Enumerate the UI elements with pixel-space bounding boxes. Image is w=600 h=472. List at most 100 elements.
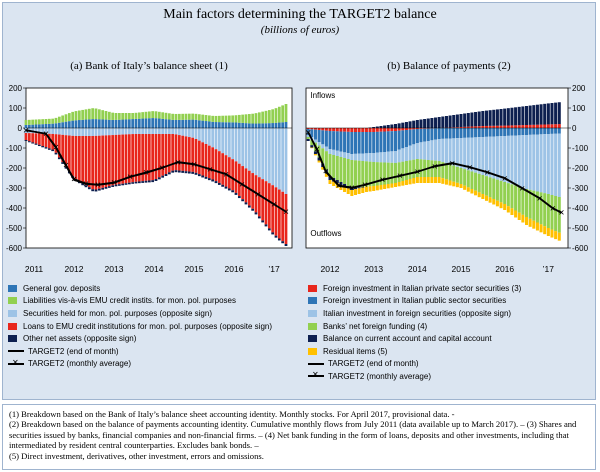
- bar-segment-liab_emu: [254, 113, 258, 124]
- bar-segment-other_net: [91, 189, 95, 192]
- bar-segment-general_gov: [181, 119, 185, 128]
- bar-segment-general_gov: [264, 123, 268, 128]
- bar-segment-banks_funding: [423, 159, 427, 177]
- bar-segment-loans_emu: [134, 134, 138, 182]
- bar-segment-loans_emu: [64, 135, 68, 167]
- bar-segment-liab_emu: [157, 111, 161, 119]
- bar-segment-foreign_public: [324, 130, 328, 147]
- bar-segment-other_net: [247, 205, 251, 208]
- bar-segment-foreign_public: [477, 128, 481, 138]
- bar-segment-loans_emu: [57, 134, 61, 158]
- bar-segment-banks_funding: [528, 189, 532, 219]
- target2-marker: [336, 183, 342, 188]
- bar-segment-liab_emu: [74, 111, 78, 121]
- bar-segment-residual: [495, 200, 499, 207]
- bar-segment-general_gov: [77, 120, 81, 128]
- bar-segment-other_net: [197, 174, 201, 177]
- bar-segment-general_gov: [51, 123, 55, 128]
- bar-segment-loans_emu: [41, 133, 45, 146]
- bar-segment-liab_emu: [71, 111, 75, 121]
- bar-segment-italian_foreign: [528, 134, 532, 190]
- y-tick-label-b: -300: [572, 184, 589, 193]
- bar-segment-banks_funding: [368, 161, 372, 187]
- bar-segment-residual: [448, 180, 452, 186]
- bar-segment-general_gov: [61, 122, 65, 128]
- legend-swatch: [308, 309, 317, 317]
- bar-segment-current_account: [459, 114, 463, 127]
- bar-segment-italian_foreign: [368, 153, 372, 162]
- bar-segment-loans_emu: [284, 194, 288, 244]
- bar-segment-sec_mon_pol: [284, 128, 288, 194]
- bar-segment-banks_funding: [463, 169, 467, 186]
- bar-segment-loans_emu: [144, 134, 148, 181]
- target2-marker: [127, 174, 133, 179]
- y-tick-label-a: 200: [9, 84, 23, 93]
- bar-segment-sec_mon_pol: [181, 128, 185, 136]
- bar-segment-loans_emu: [214, 149, 218, 182]
- bar-segment-banks_funding: [521, 187, 525, 215]
- bar-segment-banks_funding: [434, 160, 438, 177]
- legend-swatch: [8, 335, 17, 343]
- bar-segment-foreign_private: [539, 124, 543, 128]
- y-tick-label-b: 200: [572, 84, 586, 93]
- bar-segment-sec_mon_pol: [207, 128, 211, 146]
- bar-segment-liab_emu: [194, 113, 198, 120]
- target2-marker: [502, 176, 507, 181]
- legend-swatch: [8, 284, 17, 292]
- bar-segment-residual: [554, 231, 558, 240]
- bar-segment-sec_mon_pol: [234, 128, 238, 162]
- bar-segment-foreign_private: [361, 128, 365, 132]
- bar-segment-residual: [386, 184, 390, 189]
- bar-segment-italian_foreign: [492, 136, 496, 179]
- bar-segment-italian_foreign: [477, 137, 481, 174]
- bar-segment-current_account: [557, 102, 561, 125]
- bar-segment-liab_emu: [64, 114, 68, 122]
- bar-segment-sec_mon_pol: [227, 128, 231, 158]
- bar-segment-residual: [484, 195, 489, 201]
- bar-segment-residual: [368, 186, 372, 192]
- bar-segment-sec_mon_pol: [267, 128, 271, 184]
- bar-segment-foreign_private: [306, 128, 310, 129]
- bar-segment-current_account: [419, 119, 423, 128]
- bar-segment-residual: [452, 181, 456, 187]
- bar-segment-liab_emu: [134, 112, 138, 119]
- bar-segment-liab_emu: [244, 114, 248, 124]
- bar-segment-loans_emu: [24, 133, 28, 140]
- bar-segment-foreign_public: [503, 128, 507, 136]
- bar-segment-banks_funding: [386, 162, 390, 184]
- bar-segment-liab_emu: [277, 106, 281, 123]
- bar-segment-liab_emu: [191, 113, 195, 120]
- bar-segment-foreign_public: [437, 128, 441, 139]
- bar-segment-foreign_public: [310, 129, 314, 138]
- y-tick-label-a: -400: [6, 204, 23, 213]
- bar-segment-general_gov: [124, 119, 128, 128]
- bar-segment-loans_emu: [221, 153, 225, 185]
- bar-segment-italian_foreign: [386, 151, 390, 163]
- bar-segment-foreign_private: [492, 125, 496, 128]
- bar-segment-sec_mon_pol: [137, 128, 141, 134]
- bar-segment-loans_emu: [124, 134, 128, 184]
- bar-segment-residual: [317, 160, 321, 163]
- bar-segment-banks_funding: [452, 165, 456, 182]
- bar-segment-general_gov: [164, 119, 168, 128]
- bar-segment-loans_emu: [101, 135, 105, 188]
- bar-segment-foreign_public: [430, 128, 434, 141]
- bar-segment-liab_emu: [217, 115, 221, 123]
- y-tick-label-b: -400: [572, 204, 589, 213]
- bar-segment-current_account: [510, 107, 514, 126]
- bar-segment-italian_foreign: [514, 135, 518, 186]
- bar-segment-other_net: [187, 171, 191, 174]
- bar-segment-loans_emu: [117, 134, 121, 185]
- bar-segment-general_gov: [111, 119, 115, 128]
- bar-segment-loans_emu: [131, 134, 135, 183]
- bar-segment-italian_foreign: [390, 151, 394, 163]
- bar-segment-liab_emu: [31, 119, 35, 125]
- target2-marker: [71, 176, 77, 182]
- bar-segment-general_gov: [217, 122, 221, 128]
- bar-segment-sec_mon_pol: [251, 128, 255, 174]
- legend-item: Securities held for mon. pol. purposes (…: [8, 307, 298, 320]
- bar-segment-sec_mon_pol: [261, 128, 265, 180]
- bar-segment-sec_mon_pol: [97, 128, 101, 136]
- bar-segment-liab_emu: [231, 115, 235, 123]
- bar-segment-other_net: [64, 166, 68, 169]
